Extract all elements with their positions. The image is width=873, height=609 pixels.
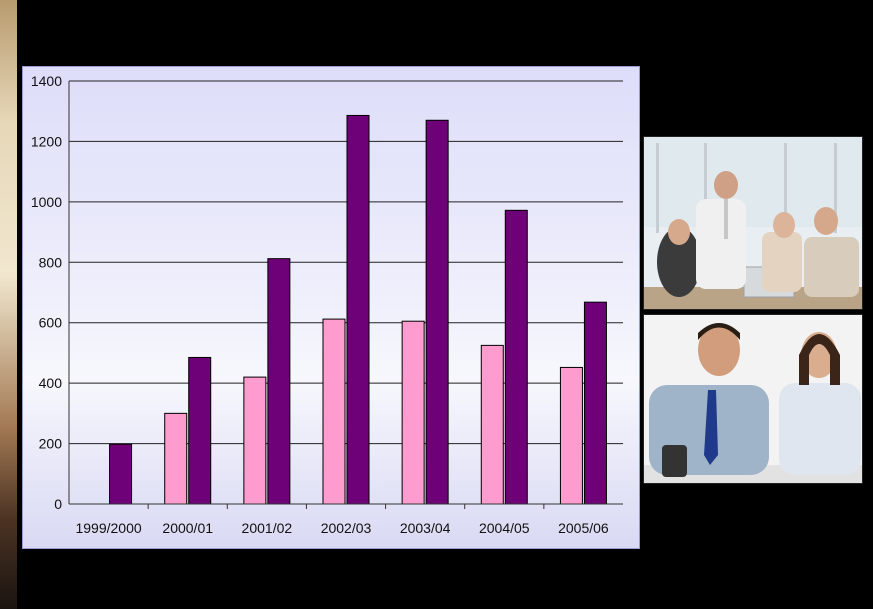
y-tick-label: 0 — [54, 496, 62, 512]
bar — [559, 366, 583, 505]
x-tick-label: 2000/01 — [162, 520, 213, 536]
y-tick-label: 400 — [39, 375, 63, 391]
bar — [188, 356, 212, 505]
y-tick-label: 600 — [39, 315, 63, 331]
axes — [68, 81, 623, 509]
bar — [583, 301, 607, 505]
x-tick-label: 1999/2000 — [75, 520, 141, 536]
gridlines — [69, 80, 623, 445]
bar — [425, 119, 449, 505]
x-tick-labels: 1999/2000 2000/01 2001/02 2002/03 2003/04 200… — [75, 520, 608, 536]
bar — [480, 344, 504, 505]
bar — [243, 376, 267, 505]
x-tick-label: 2004/05 — [479, 520, 530, 536]
y-tick-label: 1000 — [31, 194, 62, 210]
y-tick-label: 800 — [39, 254, 63, 270]
bar — [109, 443, 133, 505]
bar — [504, 209, 528, 505]
bar — [164, 412, 188, 505]
x-tick-label: 2001/02 — [242, 520, 293, 536]
y-tick-label: 1400 — [31, 73, 62, 89]
x-tick-label: 2005/06 — [558, 520, 609, 536]
smiling-colleagues-photo — [643, 314, 863, 484]
y-tick-label: 1200 — [31, 133, 62, 149]
bar — [346, 114, 370, 505]
y-tick-labels: 0 200 400 600 800 1000 1200 1400 — [31, 73, 62, 512]
bar — [322, 318, 346, 505]
bar-chart-panel: 0 200 400 600 800 1000 1200 1400 1999/2000 2000/… — [22, 66, 640, 549]
bar — [267, 258, 291, 505]
left-edge-strip — [0, 0, 17, 609]
x-tick-label: 2002/03 — [321, 520, 372, 536]
business-team-photo — [643, 136, 863, 310]
bars — [109, 114, 607, 505]
y-tick-label: 200 — [39, 436, 63, 452]
bar-chart: 0 200 400 600 800 1000 1200 1400 1999/2000 2000/… — [31, 73, 623, 536]
x-tick-label: 2003/04 — [400, 520, 451, 536]
presentation-slide: 0 200 400 600 800 1000 1200 1400 1999/2000 2000/… — [17, 0, 873, 609]
bar — [401, 320, 425, 505]
